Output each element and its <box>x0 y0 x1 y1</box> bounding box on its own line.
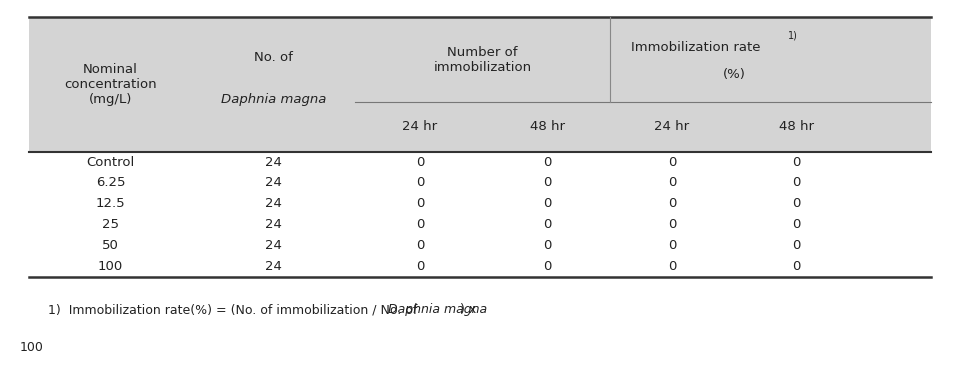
Text: 0: 0 <box>793 218 801 231</box>
Text: 0: 0 <box>793 239 801 252</box>
Text: 24: 24 <box>265 260 282 273</box>
Text: 1): 1) <box>788 30 798 40</box>
Text: 24: 24 <box>265 197 282 210</box>
Text: 25: 25 <box>102 218 119 231</box>
Bar <box>29 235 931 256</box>
Text: 6.25: 6.25 <box>96 176 125 190</box>
Text: 0: 0 <box>793 155 801 169</box>
Text: 0: 0 <box>668 155 676 169</box>
Bar <box>29 214 931 235</box>
Text: 12.5: 12.5 <box>96 197 125 210</box>
Bar <box>29 17 931 152</box>
Text: 1)  Immobilization rate(%) = (No. of immobilization / No. of: 1) Immobilization rate(%) = (No. of immo… <box>48 303 421 316</box>
Text: Daphnia magna: Daphnia magna <box>388 303 487 316</box>
Bar <box>29 172 931 193</box>
Text: (%): (%) <box>723 67 746 81</box>
Text: 48 hr: 48 hr <box>530 121 564 133</box>
Text: 0: 0 <box>793 197 801 210</box>
Text: 0: 0 <box>543 239 551 252</box>
Text: 0: 0 <box>543 197 551 210</box>
Text: 100: 100 <box>19 341 43 354</box>
Text: 0: 0 <box>543 218 551 231</box>
Text: 100: 100 <box>98 260 123 273</box>
Text: 0: 0 <box>416 176 424 190</box>
Text: No. of: No. of <box>254 51 293 64</box>
Text: 0: 0 <box>543 176 551 190</box>
Text: 0: 0 <box>416 239 424 252</box>
Text: 24: 24 <box>265 239 282 252</box>
Text: 0: 0 <box>668 239 676 252</box>
Text: 0: 0 <box>416 260 424 273</box>
Text: 0: 0 <box>793 176 801 190</box>
Text: ) x: ) x <box>460 303 476 316</box>
Text: 24: 24 <box>265 155 282 169</box>
Text: 0: 0 <box>416 155 424 169</box>
Text: 0: 0 <box>416 197 424 210</box>
Text: 0: 0 <box>416 218 424 231</box>
Bar <box>29 256 931 277</box>
Text: 0: 0 <box>668 218 676 231</box>
Text: 24: 24 <box>265 218 282 231</box>
Text: 0: 0 <box>668 176 676 190</box>
Text: 50: 50 <box>102 239 119 252</box>
Text: 48 hr: 48 hr <box>780 121 814 133</box>
Bar <box>29 152 931 172</box>
Text: Nominal
concentration
(mg/L): Nominal concentration (mg/L) <box>64 63 156 106</box>
Text: 24 hr: 24 hr <box>402 121 438 133</box>
Text: Daphnia magna: Daphnia magna <box>221 93 326 106</box>
Text: Immobilization rate: Immobilization rate <box>632 41 760 54</box>
Text: 0: 0 <box>793 260 801 273</box>
Text: Control: Control <box>86 155 134 169</box>
Text: Number of
immobilization: Number of immobilization <box>433 46 532 74</box>
Text: 0: 0 <box>668 197 676 210</box>
Text: 0: 0 <box>543 155 551 169</box>
Text: 0: 0 <box>668 260 676 273</box>
Text: 24: 24 <box>265 176 282 190</box>
Text: 24 hr: 24 hr <box>655 121 689 133</box>
Bar <box>29 193 931 214</box>
Text: 0: 0 <box>543 260 551 273</box>
